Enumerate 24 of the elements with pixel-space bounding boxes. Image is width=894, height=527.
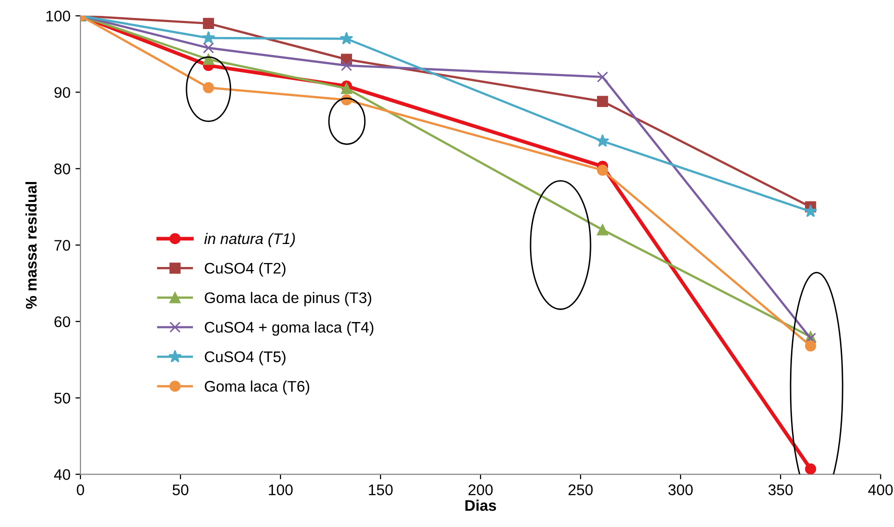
y-tick-label: 40: [54, 469, 70, 480]
x-tick-label: 50: [172, 484, 188, 496]
x-tick-label: 150: [368, 484, 393, 496]
x-tick-label: 200: [468, 484, 493, 496]
x-tick-label: 100: [268, 484, 293, 496]
y-tick-label: 100: [46, 10, 70, 22]
legend-label: CuSO4 (T2): [204, 262, 286, 277]
y-axis-title: % massa residual: [25, 182, 37, 309]
legend-label: CuSO4 + goma laca (T4): [204, 321, 374, 336]
x-tick-label: 0: [76, 484, 84, 496]
legend-label: CuSO4 (T5): [204, 350, 286, 366]
legend-label: in natura (T1): [204, 232, 295, 248]
x-tick-label: 300: [668, 484, 693, 496]
x-tick-label: 400: [868, 484, 893, 496]
x-tick-label: 350: [768, 484, 793, 496]
x-axis-title: Dias: [465, 500, 496, 511]
y-tick-label: 90: [54, 87, 70, 98]
y-tick-label: 80: [54, 164, 70, 174]
x-tick-label: 250: [568, 484, 593, 496]
y-tick-label: 60: [54, 316, 70, 328]
legend-label: Goma laca (T6): [204, 380, 310, 395]
legend-label: Goma laca de pinus (T3): [204, 292, 372, 306]
y-tick-label: 50: [54, 392, 70, 404]
y-tick-label: 70: [54, 240, 70, 251]
